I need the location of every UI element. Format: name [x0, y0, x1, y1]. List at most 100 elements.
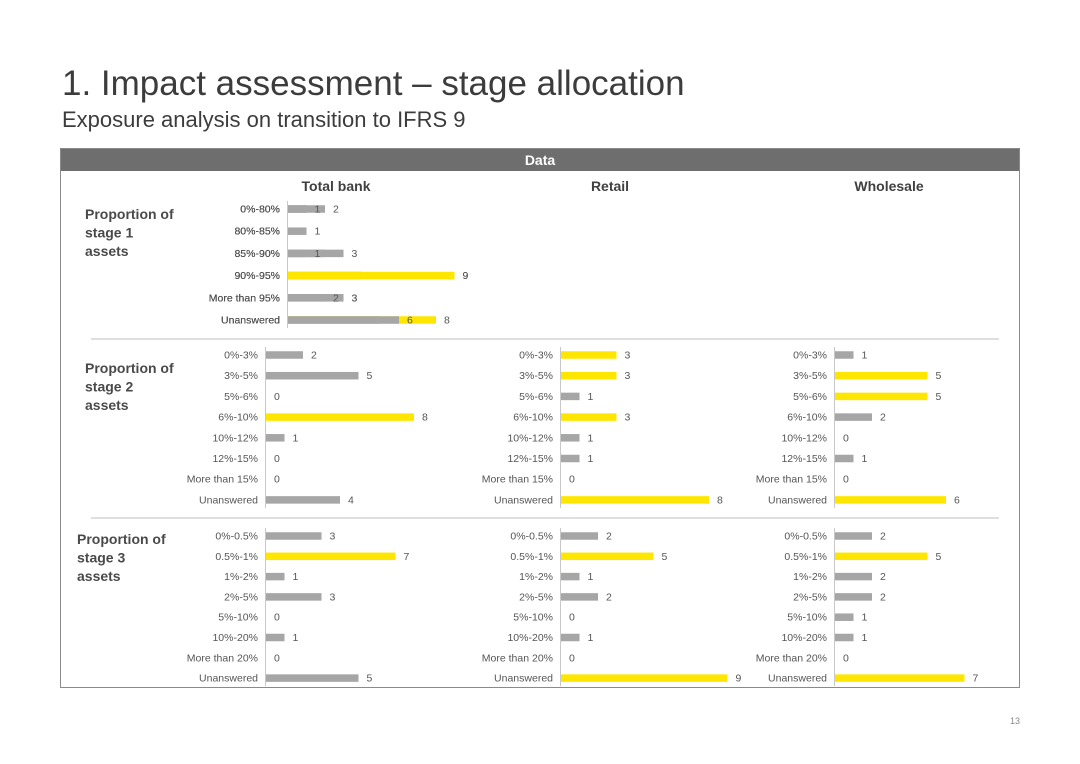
data-label-wholesale-stage3-2-5: 2 [880, 591, 886, 603]
bar-wholesale-stage2-0-3 [835, 351, 854, 359]
data-label-retail-stage2-12-15: 1 [588, 453, 594, 465]
bar-wholesale-stage2-3-5 [835, 371, 928, 380]
data-label-retail-stage1-more-than-95: 3 [352, 292, 358, 304]
tick-label-retail-stage2-0-3: 0%-3% [519, 350, 553, 362]
data-label-retail-stage2-10-12: 1 [588, 432, 594, 444]
bar-total-bank-stage3-unanswered [266, 674, 359, 682]
bar-total-bank-stage2-0-3 [266, 351, 303, 359]
row-title-2-line-2: stage 2 [85, 379, 133, 395]
tick-label-retail-stage2-3-5: 3%-5% [519, 370, 553, 382]
tick-label-wholesale-stage3-0-5-1: 0.5%-1% [784, 551, 827, 563]
tick-label-wholesale-stage1-80-85: 80%-85% [234, 226, 280, 238]
tick-label-retail-stage2-more-than-15: More than 15% [482, 474, 553, 486]
data-label-wholesale-stage3-more-than-20: 0 [843, 652, 849, 664]
data-label-total-bank-stage2-12-15: 0 [274, 453, 280, 465]
bar-wholesale-stage3-2-5 [835, 593, 872, 601]
tick-label-total-bank-stage3-0-0-5: 0%-0.5% [215, 531, 258, 543]
data-panel: Data Total bank Retail Wholesale Proportion… [60, 148, 1020, 688]
panel-header: Data [61, 149, 1019, 171]
tick-label-retail-stage1-unanswered: Unanswered [221, 315, 280, 327]
bar-wholesale-stage1-more-than-95 [288, 294, 325, 302]
data-label-total-bank-stage3-2-5: 3 [330, 591, 336, 603]
bar-wholesale-stage3-1-2 [835, 572, 872, 581]
bar-wholesale-stage2-5-6 [835, 392, 928, 401]
tick-label-total-bank-stage3-10-20: 10%-20% [212, 632, 258, 644]
page-number: 13 [1010, 716, 1021, 726]
data-label-wholesale-stage3-5-10: 1 [862, 612, 868, 624]
tick-label-wholesale-stage3-more-than-20: More than 20% [756, 652, 827, 664]
data-label-retail-stage2-0-3: 3 [625, 350, 631, 362]
bar-wholesale-stage2-unanswered [835, 496, 946, 504]
column-title-retail: Retail [591, 178, 629, 194]
bar-wholesale-stage2-6-10 [835, 413, 872, 421]
tick-label-wholesale-stage2-0-3: 0%-3% [793, 350, 827, 362]
tick-label-wholesale-stage1-85-90: 85%-90% [234, 248, 280, 260]
tick-label-wholesale-stage3-unanswered: Unanswered [768, 673, 827, 685]
tick-label-retail-stage1-0-80: 0%-80% [240, 204, 280, 216]
tick-label-total-bank-stage2-10-12: 10%-12% [212, 432, 258, 444]
data-label-wholesale-stage2-5-6: 5 [936, 391, 942, 403]
bar-retail-stage2-unanswered [561, 496, 709, 504]
data-label-retail-stage3-0-0-5: 2 [606, 531, 612, 543]
tick-label-retail-stage3-1-2: 1%-2% [519, 571, 553, 583]
data-label-wholesale-stage2-3-5: 5 [936, 370, 942, 382]
data-label-total-bank-stage2-10-12: 1 [293, 432, 299, 444]
row-title-3-line-1: Proportion of [77, 531, 166, 547]
data-label-retail-stage3-0-5-1: 5 [662, 551, 668, 563]
slide-subtitle: Exposure analysis on transition to IFRS … [62, 107, 466, 132]
row-title-1-line-1: Proportion of [85, 206, 174, 222]
tick-label-retail-stage1-85-90: 85%-90% [234, 248, 280, 260]
bar-retail-stage3-0-5-1 [561, 552, 654, 561]
tick-label-total-bank-stage3-1-2: 1%-2% [224, 571, 258, 583]
bar-wholesale-stage2-12-15 [835, 454, 854, 463]
data-label-total-bank-stage1-90-95: 9 [463, 270, 469, 282]
tick-label-retail-stage3-10-20: 10%-20% [507, 632, 553, 644]
bar-retail-stage2-12-15 [561, 454, 580, 463]
tick-label-wholesale-stage3-0-0-5: 0%-0.5% [784, 531, 827, 543]
tick-label-wholesale-stage2-10-12: 10%-12% [781, 432, 827, 444]
bar-retail-stage3-0-0-5 [561, 532, 598, 540]
row-title-2-line-3: assets [85, 397, 129, 413]
data-label-retail-stage3-more-than-20: 0 [569, 652, 575, 664]
bar-total-bank-stage3-0-5-1 [266, 552, 396, 561]
bar-wholesale-stage1-90-95 [288, 271, 455, 280]
column-title-wholesale: Wholesale [854, 178, 923, 194]
data-label-wholesale-stage1-80-85: 1 [315, 226, 321, 238]
bar-wholesale-stage1-80-85 [288, 227, 307, 235]
bar-total-bank-stage2-unanswered [266, 496, 340, 504]
tick-label-retail-stage2-5-6: 5%-6% [519, 391, 553, 403]
data-label-wholesale-stage2-6-10: 2 [880, 412, 886, 424]
bar-wholesale-stage3-0-0-5 [835, 532, 872, 540]
data-label-wholesale-stage2-10-12: 0 [843, 432, 849, 444]
data-label-wholesale-stage1-unanswered: 6 [407, 315, 413, 327]
tick-label-total-bank-stage2-more-than-15: More than 15% [187, 474, 258, 486]
bar-total-bank-stage2-10-12 [266, 434, 285, 442]
data-label-total-bank-stage3-more-than-20: 0 [274, 652, 280, 664]
tick-label-retail-stage2-12-15: 12%-15% [507, 453, 553, 465]
bar-total-bank-stage3-2-5 [266, 593, 322, 601]
bar-retail-stage1-85-90 [288, 249, 344, 258]
data-label-wholesale-stage1-more-than-95: 2 [333, 292, 339, 304]
data-label-retail-stage2-6-10: 3 [625, 412, 631, 424]
data-label-wholesale-stage1-0-80: 1 [315, 204, 321, 216]
tick-label-wholesale-stage2-more-than-15: More than 15% [756, 474, 827, 486]
data-label-wholesale-stage2-more-than-15: 0 [843, 474, 849, 486]
tick-label-total-bank-stage3-0-5-1: 0.5%-1% [215, 551, 258, 563]
tick-label-retail-stage3-unanswered: Unanswered [494, 673, 553, 685]
data-label-total-bank-stage3-1-2: 1 [293, 571, 299, 583]
bar-total-bank-stage2-3-5 [266, 371, 359, 380]
data-label-wholesale-stage3-1-2: 2 [880, 571, 886, 583]
bar-total-bank-stage3-1-2 [266, 572, 285, 581]
tick-label-retail-stage1-more-than-95: More than 95% [209, 292, 280, 304]
tick-label-total-bank-stage1-80-85: 80%-85% [234, 226, 280, 238]
bar-total-bank-stage3-0-0-5 [266, 532, 322, 540]
data-label-total-bank-stage2-5-6: 0 [274, 391, 280, 403]
data-label-retail-stage3-1-2: 1 [588, 571, 594, 583]
tick-label-total-bank-stage3-more-than-20: More than 20% [187, 652, 258, 664]
data-label-retail-stage1-unanswered: 8 [444, 315, 450, 327]
tick-label-total-bank-stage2-5-6: 5%-6% [224, 391, 258, 403]
bar-retail-stage3-10-20 [561, 633, 580, 642]
tick-label-wholesale-stage3-1-2: 1%-2% [793, 571, 827, 583]
tick-label-wholesale-stage1-0-80: 0%-80% [240, 204, 280, 216]
tick-label-retail-stage3-0-5-1: 0.5%-1% [510, 551, 553, 563]
